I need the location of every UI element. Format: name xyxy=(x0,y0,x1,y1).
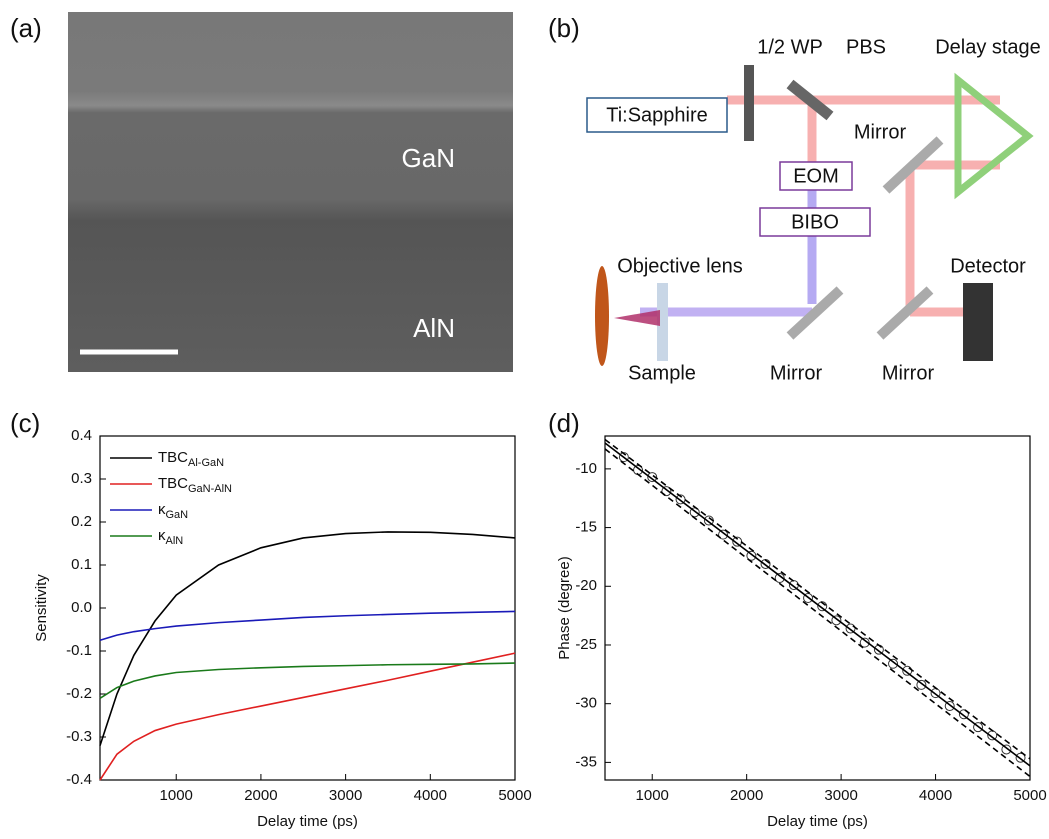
panel-label: (d) xyxy=(548,408,580,438)
layer-label: GaN xyxy=(402,143,455,173)
y-tick-label: 0.2 xyxy=(71,513,92,530)
y-tick-label: -10 xyxy=(575,460,597,477)
legend-label: TBCAl-GaN xyxy=(158,449,224,469)
y-axis-title: Sensitivity xyxy=(33,574,50,642)
legend-label: κGaN xyxy=(158,501,188,521)
legend-subscript: GaN-AlN xyxy=(188,483,232,495)
label: Objective lens xyxy=(617,255,743,277)
waveplate xyxy=(744,65,754,141)
y-axis-title: Phase (degree) xyxy=(556,556,573,659)
label: EOM xyxy=(793,165,839,187)
y-tick-label: -0.3 xyxy=(66,728,92,745)
x-tick-label: 5000 xyxy=(1013,787,1046,804)
y-tick-label: -0.2 xyxy=(66,685,92,702)
y-tick-label: -25 xyxy=(575,636,597,653)
x-tick-label: 1000 xyxy=(636,787,669,804)
y-tick-label: -30 xyxy=(575,695,597,712)
y-tick-label: -15 xyxy=(575,519,597,536)
panel-label: (b) xyxy=(548,13,580,43)
legend-name: TBC xyxy=(158,475,188,492)
legend-subscript: AlN xyxy=(166,535,184,547)
data-line xyxy=(100,653,515,780)
x-tick-label: 4000 xyxy=(414,787,447,804)
layer-label: AlN xyxy=(413,313,455,343)
legend-subscript: GaN xyxy=(166,509,189,521)
data-line xyxy=(100,532,515,746)
x-axis-title: Delay time (ps) xyxy=(767,813,868,830)
label: PBS xyxy=(846,36,886,58)
label: Delay stage xyxy=(935,36,1041,58)
data-line xyxy=(605,443,1030,766)
x-tick-label: 2000 xyxy=(244,787,277,804)
focus xyxy=(614,310,660,326)
y-tick-label: 0.3 xyxy=(71,470,92,487)
detector xyxy=(963,283,993,361)
label: 1/2 WP xyxy=(757,36,823,58)
x-tick-label: 2000 xyxy=(730,787,763,804)
y-tick-label: -0.1 xyxy=(66,642,92,659)
objective-lens xyxy=(595,266,609,366)
y-tick-label: 0.0 xyxy=(71,599,92,616)
legend-subscript: Al-GaN xyxy=(188,457,224,469)
label: Mirror xyxy=(854,121,907,143)
panel-label: (c) xyxy=(10,408,40,438)
legend-label: TBCGaN-AlN xyxy=(158,475,232,495)
panel-label: (a) xyxy=(10,13,42,43)
y-tick-label: 0.4 xyxy=(71,427,92,444)
label: Detector xyxy=(950,255,1026,277)
legend-label: κAlN xyxy=(158,527,183,547)
data-line xyxy=(100,663,515,698)
x-tick-label: 4000 xyxy=(919,787,952,804)
x-tick-label: 3000 xyxy=(824,787,857,804)
label: BIBO xyxy=(791,211,839,233)
x-axis-title: Delay time (ps) xyxy=(257,813,358,830)
x-tick-label: 1000 xyxy=(160,787,193,804)
label: Ti:Sapphire xyxy=(606,104,708,126)
x-tick-label: 3000 xyxy=(329,787,362,804)
data-line xyxy=(100,611,515,640)
y-tick-label: 0.1 xyxy=(71,556,92,573)
x-tick-label: 5000 xyxy=(498,787,531,804)
legend-name: TBC xyxy=(158,449,188,466)
data-line xyxy=(605,449,1030,777)
y-tick-label: -35 xyxy=(575,753,597,770)
label: Mirror xyxy=(882,362,935,384)
label: Sample xyxy=(628,362,696,384)
y-tick-label: -0.4 xyxy=(66,771,92,788)
figure: (a) (b) (c) (d) GaN AlN Ti:Sapphire 1/2 … xyxy=(0,0,1049,839)
y-tick-label: -20 xyxy=(575,577,597,594)
label: Mirror xyxy=(770,362,823,384)
